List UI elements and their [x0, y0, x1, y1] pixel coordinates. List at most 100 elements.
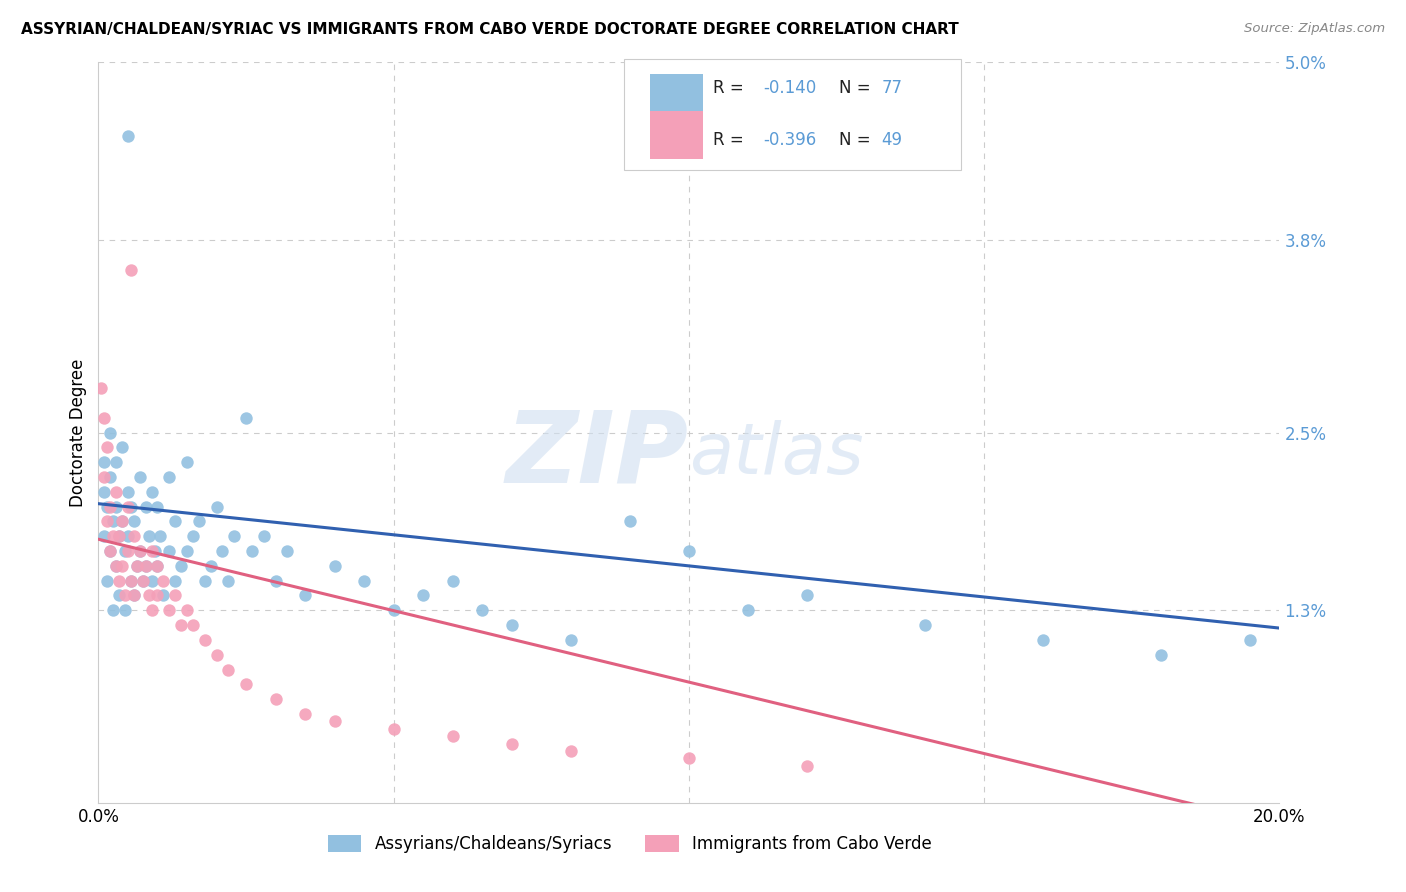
Point: [90, 381, 112, 395]
Point: [138, 529, 160, 543]
Point: [235, 677, 257, 691]
Text: N =: N =: [839, 131, 876, 149]
Point: [1239, 632, 1261, 647]
Point: [294, 589, 316, 603]
Point: [128, 544, 150, 558]
Point: [120, 574, 142, 588]
Point: [323, 558, 346, 573]
Point: [235, 410, 257, 425]
Point: [117, 544, 139, 558]
Point: [96, 574, 118, 588]
Point: [108, 589, 131, 603]
Text: Source: ZipAtlas.com: Source: ZipAtlas.com: [1244, 22, 1385, 36]
Point: [111, 558, 134, 573]
Point: [619, 515, 641, 529]
Text: ASSYRIAN/CHALDEAN/SYRIAC VS IMMIGRANTS FROM CABO VERDE DOCTORATE DEGREE CORRELAT: ASSYRIAN/CHALDEAN/SYRIAC VS IMMIGRANTS F…: [21, 22, 959, 37]
Point: [120, 262, 142, 277]
Point: [105, 558, 128, 573]
Point: [96, 515, 118, 529]
Point: [128, 470, 150, 484]
Point: [240, 544, 263, 558]
Point: [264, 692, 287, 706]
Y-axis label: Doctorate Degree: Doctorate Degree: [69, 359, 87, 507]
Point: [224, 529, 246, 543]
Point: [122, 589, 145, 603]
Point: [117, 529, 139, 543]
Point: [323, 714, 346, 729]
Text: -0.140: -0.140: [763, 79, 817, 97]
FancyBboxPatch shape: [650, 111, 703, 159]
Point: [181, 618, 204, 632]
Point: [165, 589, 187, 603]
Text: atlas: atlas: [689, 420, 863, 490]
Point: [111, 515, 134, 529]
Point: [114, 603, 136, 617]
Point: [108, 529, 131, 543]
Point: [138, 589, 160, 603]
Point: [117, 129, 139, 144]
Point: [149, 529, 172, 543]
Point: [165, 515, 187, 529]
Point: [93, 455, 115, 469]
Point: [105, 500, 128, 514]
Point: [132, 574, 155, 588]
Text: 49: 49: [882, 131, 903, 149]
Point: [135, 558, 157, 573]
Point: [98, 544, 121, 558]
Point: [103, 603, 125, 617]
Point: [796, 589, 818, 603]
Point: [205, 500, 228, 514]
Point: [146, 558, 169, 573]
Point: [157, 603, 180, 617]
Point: [146, 500, 169, 514]
Point: [560, 632, 582, 647]
Text: R =: R =: [713, 79, 748, 97]
Point: [111, 441, 134, 455]
Point: [120, 500, 142, 514]
Point: [194, 632, 217, 647]
Point: [170, 558, 193, 573]
Point: [108, 574, 131, 588]
Point: [194, 574, 217, 588]
Point: [135, 500, 157, 514]
Point: [114, 544, 136, 558]
Point: [143, 544, 166, 558]
Point: [120, 574, 142, 588]
Text: -0.396: -0.396: [763, 131, 817, 149]
Point: [253, 529, 276, 543]
FancyBboxPatch shape: [650, 73, 703, 121]
Point: [117, 500, 139, 514]
Point: [796, 758, 818, 772]
Point: [117, 484, 139, 499]
Point: [114, 589, 136, 603]
Point: [211, 544, 233, 558]
Point: [678, 544, 700, 558]
Point: [1032, 632, 1054, 647]
Point: [98, 544, 121, 558]
Point: [176, 455, 198, 469]
Point: [152, 574, 174, 588]
Point: [560, 744, 582, 758]
Point: [146, 558, 169, 573]
Point: [93, 470, 115, 484]
Point: [146, 589, 169, 603]
Point: [98, 470, 121, 484]
Point: [176, 544, 198, 558]
Point: [98, 500, 121, 514]
Point: [122, 515, 145, 529]
Point: [103, 529, 125, 543]
Point: [441, 729, 464, 743]
Point: [294, 706, 316, 721]
Point: [128, 544, 150, 558]
Point: [914, 618, 936, 632]
Point: [93, 529, 115, 543]
Point: [111, 515, 134, 529]
Point: [105, 455, 128, 469]
Point: [276, 544, 298, 558]
Point: [141, 544, 163, 558]
Point: [217, 663, 239, 677]
Point: [170, 618, 193, 632]
Point: [108, 529, 131, 543]
Point: [264, 574, 287, 588]
Point: [205, 648, 228, 662]
